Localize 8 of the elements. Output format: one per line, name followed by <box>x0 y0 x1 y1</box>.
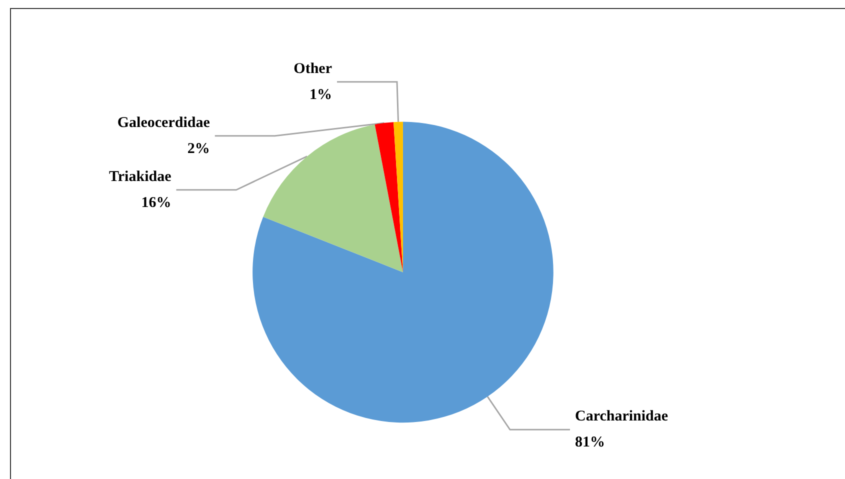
slice-label: Galeocerdidae <box>117 114 210 131</box>
data-label: 16% <box>141 194 172 211</box>
data-label: 2% <box>187 140 210 157</box>
data-label: 81% <box>575 434 605 451</box>
slice-label: Other <box>294 60 332 77</box>
slice-label: Triakidae <box>109 168 172 185</box>
data-label: 1% <box>310 86 332 103</box>
slice-label: Carcharinidae <box>575 408 668 425</box>
